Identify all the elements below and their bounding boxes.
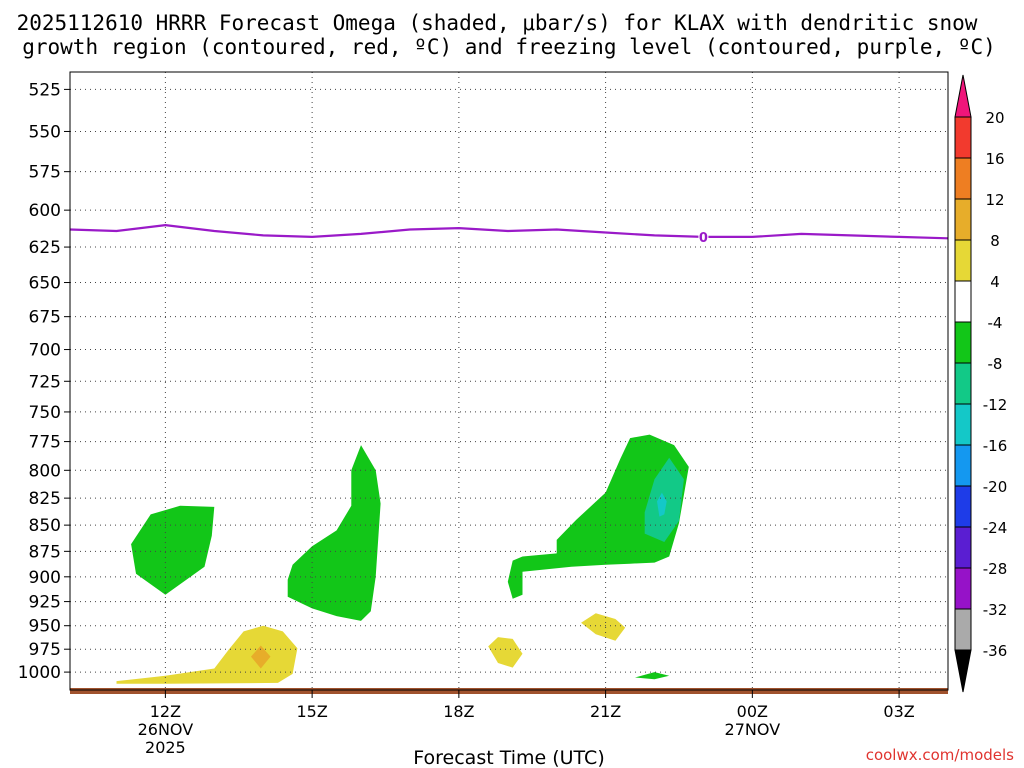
colorbar-label-10: -24 [983,519,1008,537]
colorbar-segment-10 [954,526,972,569]
colorbar-label-4: 4 [990,273,1000,291]
colorbar-segment-1 [954,157,972,200]
freezing-level-line [69,224,949,240]
x-tick-label-15Z: 15Z [296,702,327,721]
y-tick-label-525: 525 [29,80,61,100]
y-tick-label-725: 725 [29,372,61,392]
chart-title-line-2: growth region (contoured, red, ºC) and f… [22,35,996,59]
x-tick-label-12Z: 12Z [150,702,181,721]
colorbar-segment-4 [954,280,972,323]
omega-lt-4-west-a [131,505,215,595]
y-tick-label-900: 900 [29,568,61,588]
credit-text: coolwx.com/models [866,746,1014,764]
colorbar-segment-2 [954,198,972,241]
colorbar-bottom-triangle [954,649,972,693]
colorbar-label-8: -16 [983,437,1008,455]
x-axis-label: Forecast Time (UTC) [413,747,604,768]
y-tick-label-950: 950 [29,617,61,637]
omega-lt-4-east [507,434,689,599]
chart-title-line-1: 2025112610 HRRR Forecast Omega (shaded, … [17,11,978,35]
omega-gt-4-east [581,613,626,641]
y-tick-label-925: 925 [29,593,61,613]
omega-gt-4-mid [488,637,523,668]
y-tick-label-975: 975 [29,640,61,660]
y-tick-label-550: 550 [29,122,61,142]
omega-lt-4-west-b [287,445,381,621]
colorbar-segment-6 [954,362,972,405]
y-tick-label-875: 875 [29,542,61,562]
dotted-grid [70,72,948,690]
x-tick-label-03Z: 03Z [883,702,914,721]
y-tick-label-775: 775 [29,433,61,453]
colorbar-segment-0 [954,116,972,159]
x-tick-label-21Z: 21Z [590,702,621,721]
colorbar-label-1: 16 [985,150,1004,168]
colorbar-segment-3 [954,239,972,282]
colorbar-segment-8 [954,444,972,487]
y-tick-label-625: 625 [29,238,61,258]
plot-frame [69,71,949,691]
y-tick-label-750: 750 [29,403,61,423]
y-tick-label-575: 575 [29,163,61,183]
omega-gt-8-core [251,645,271,669]
y-tick-label-850: 850 [29,516,61,536]
surface-ground-bar [70,688,948,694]
colorbar-segment-7 [954,403,972,446]
colorbar-label-6: -8 [988,355,1003,373]
pressure-axis: 525 550 575 600 625 650 675 700 725 750 775 800 825 8… [18,80,70,683]
colorbar-label-7: -12 [983,396,1008,414]
colorbar-top-triangle [954,74,972,118]
omega-gt-4-surface-band [116,625,298,684]
colorbar-label-12: -32 [983,601,1008,619]
freezing-level-label: 0 [699,231,708,246]
colorbar-label-11: -28 [983,560,1008,578]
colorbar-label-13: -36 [983,642,1008,660]
colorbar-segment-5 [954,321,972,364]
colorbar-segment-11 [954,567,972,610]
omega-lt-12-core [657,492,667,517]
colorbar-label-5: -4 [988,314,1003,332]
colorbar-label-9: -20 [983,478,1008,496]
colorbar-segment-12 [954,608,972,651]
x-tick-label-00Z: 00Z [737,702,768,721]
y-tick-label-675: 675 [29,308,61,328]
colorbar-label-3: 8 [990,232,1000,250]
y-tick-label-1000: 1000 [18,663,61,683]
colorbar-segment-9 [954,485,972,528]
omega-colorbar: 20 16 12 8 4 -4 -8 -12 -16 -20 -24 -28 -32 -36 [954,74,1008,693]
x-tick-label-18Z: 18Z [443,702,474,721]
y-tick-label-700: 700 [29,341,61,361]
x-tick-date-12Z: 26NOV [138,720,194,739]
freezing-level-label-bg [698,229,709,244]
omega-lt-4-surface [635,672,670,680]
x-tick-year-12Z: 2025 [145,738,186,757]
y-tick-label-800: 800 [29,461,61,481]
omega-shading-layer [116,434,689,684]
colorbar-label-2: 12 [985,191,1004,209]
x-tick-date-00Z: 27NOV [725,720,781,739]
y-tick-label-650: 650 [29,274,61,294]
colorbar-label-0: 20 [985,109,1004,127]
y-tick-label-825: 825 [29,489,61,509]
y-tick-label-600: 600 [29,201,61,221]
freezing-level-layer: 0 [69,224,949,246]
